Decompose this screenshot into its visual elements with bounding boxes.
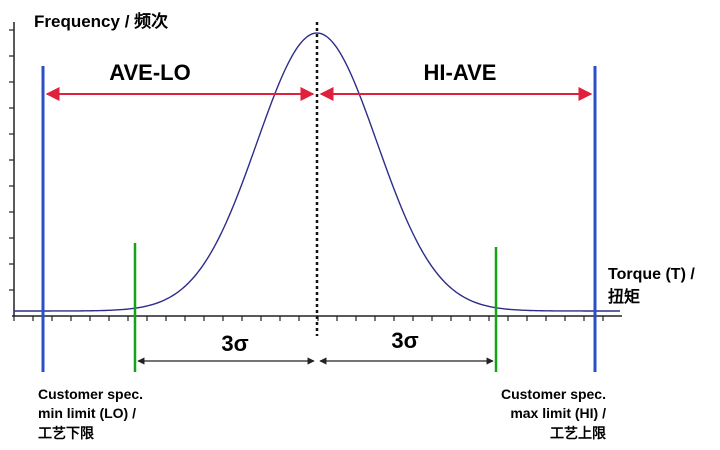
- lo-limit-line3: 工艺下限: [38, 425, 94, 441]
- y-axis: [9, 22, 15, 316]
- lo-limit-line2: min limit (LO) /: [38, 405, 136, 421]
- hi-limit-caption: Customer spec. max limit (HI) / 工艺上限: [501, 386, 606, 441]
- x-axis-label-line1: Torque (T) /: [608, 266, 695, 283]
- hi-ave-label: HI-AVE: [424, 60, 497, 85]
- lo-limit-caption: Customer spec. min limit (LO) / 工艺下限: [38, 386, 143, 441]
- sigma-right-label: 3σ: [391, 328, 418, 353]
- ave-lo-label: AVE-LO: [109, 60, 190, 85]
- lo-limit-line1: Customer spec.: [38, 386, 143, 402]
- y-axis-ticks: [9, 29, 14, 291]
- hi-limit-line1: Customer spec.: [501, 386, 606, 402]
- x-axis-label-line2: 扭矩: [608, 287, 640, 306]
- x-axis-ticks: [13, 316, 604, 321]
- hi-limit-line3: 工艺上限: [550, 425, 606, 441]
- normal-distribution-curve: [14, 32, 620, 312]
- y-axis-label: Frequency / 频次: [34, 11, 168, 31]
- sigma-left-label: 3σ: [221, 331, 248, 356]
- hi-limit-line2: max limit (HI) /: [510, 405, 606, 421]
